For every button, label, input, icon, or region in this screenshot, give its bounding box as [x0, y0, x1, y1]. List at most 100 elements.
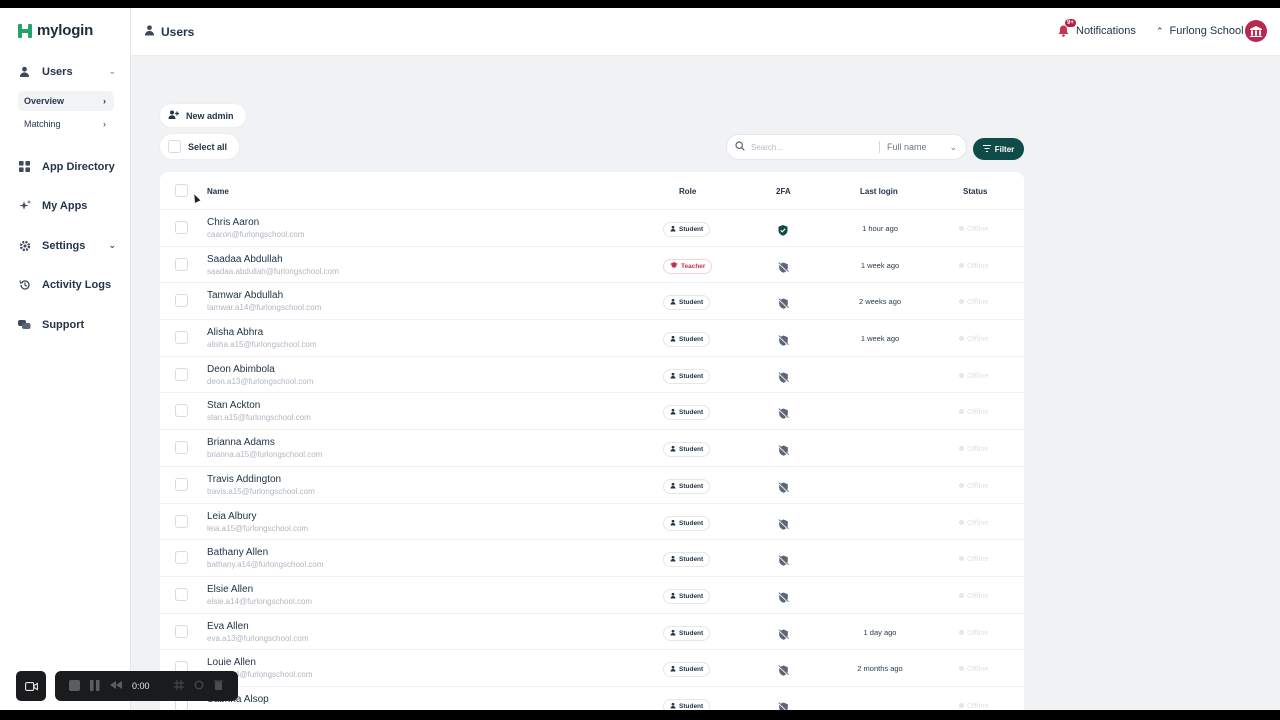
search-icon: [735, 140, 745, 154]
rewind-icon[interactable]: [110, 681, 122, 691]
table-row[interactable]: Sabrina Alsop Student Offline: [160, 687, 1024, 710]
stop-icon[interactable]: [69, 679, 80, 693]
column-header-name[interactable]: Name: [207, 187, 229, 196]
role-badge: Student: [663, 662, 711, 678]
sidebar-subitem-overview[interactable]: Overview ›: [18, 91, 114, 111]
table-row[interactable]: Brianna Adams brianna.a15@furlongschool.…: [160, 430, 1024, 467]
grid-icon[interactable]: [173, 680, 184, 692]
table-row[interactable]: Travis Addington travis.a15@furlongschoo…: [160, 467, 1024, 504]
row-checkbox[interactable]: [175, 477, 188, 491]
user-name[interactable]: Saadaa Abdullah: [207, 253, 283, 265]
table-row[interactable]: Tamwar Abdullah tamwar.a14@furlongschool…: [160, 283, 1024, 321]
search-field-select[interactable]: Full name ⌄: [887, 142, 966, 153]
status-dot: [959, 592, 964, 598]
student-icon: [670, 445, 676, 454]
table-row[interactable]: Deon Abimbola deon.a13@furlongschool.com…: [160, 357, 1024, 394]
select-all-checkbox[interactable]: [168, 140, 181, 153]
table-row[interactable]: Saadaa Abdullah saadaa.abdullah@furlongs…: [160, 247, 1024, 284]
status-badge: Offline: [959, 518, 989, 527]
user-name[interactable]: Stan Ackton: [207, 400, 261, 412]
user-email: tamwar.a14@furlongschool.com: [207, 303, 322, 313]
table-row[interactable]: Louie Allen louie.a14@furlongschool.com …: [160, 650, 1024, 687]
table-row[interactable]: Chris Aaron caaron@furlongschool.com Stu…: [160, 210, 1024, 247]
user-email: leia.a15@furlongschool.com: [207, 523, 309, 533]
last-login: 1 week ago: [860, 260, 900, 270]
search-field-value: Full name: [887, 141, 927, 152]
user-icon: [144, 24, 155, 39]
column-header-last-login[interactable]: Last login: [860, 187, 898, 196]
row-checkbox[interactable]: [175, 331, 188, 345]
restart-icon[interactable]: [194, 680, 204, 692]
chevron-down-icon: ⌄: [108, 66, 116, 76]
table-row[interactable]: Bathany Allen bathany.a14@furlongschool.…: [160, 540, 1024, 577]
student-icon: [670, 519, 676, 528]
status-badge: Offline: [959, 628, 989, 637]
row-checkbox[interactable]: [175, 441, 188, 455]
user-name[interactable]: Bathany Allen: [207, 547, 269, 559]
avatar[interactable]: [1245, 20, 1267, 42]
row-checkbox[interactable]: [175, 624, 188, 638]
row-checkbox[interactable]: [175, 587, 188, 601]
user-name[interactable]: Leia Albury: [207, 510, 257, 522]
user-name[interactable]: Tamwar Abdullah: [207, 290, 284, 302]
school-building-icon: [1250, 25, 1262, 37]
teacher-icon: [670, 262, 678, 270]
user-name[interactable]: Eva Allen: [207, 620, 249, 632]
student-icon: [670, 298, 676, 307]
user-name[interactable]: Travis Addington: [207, 473, 282, 485]
logo[interactable]: mylogin: [18, 22, 93, 39]
user-name[interactable]: Chris Aaron: [207, 217, 260, 228]
table-row[interactable]: Leia Albury leia.a15@furlongschool.com S…: [160, 504, 1024, 541]
status-badge: Offline: [959, 297, 989, 306]
user-name[interactable]: Louie Allen: [207, 657, 256, 669]
sidebar-item-settings[interactable]: Settings ⌄: [18, 239, 118, 252]
row-checkbox[interactable]: [175, 221, 188, 234]
row-checkbox[interactable]: [175, 404, 188, 418]
row-checkbox[interactable]: [175, 294, 188, 308]
notifications-button[interactable]: 9+ Notifications: [1058, 19, 1136, 37]
trash-icon[interactable]: [213, 680, 223, 692]
filter-button[interactable]: Filter: [973, 138, 1024, 160]
school-switcher[interactable]: ⌃ Furlong School: [1156, 25, 1244, 37]
row-checkbox[interactable]: [175, 257, 188, 271]
pause-icon[interactable]: [90, 679, 100, 693]
table-body: Chris Aaron caaron@furlongschool.com Stu…: [160, 210, 1024, 710]
new-admin-button[interactable]: New admin: [160, 104, 246, 127]
sidebar-item-support[interactable]: Support: [18, 318, 118, 331]
sidebar-item-activity-logs[interactable]: Activity Logs: [18, 278, 118, 291]
sidebar-item-users[interactable]: Users ⌄: [18, 65, 118, 78]
status-label: Offline: [967, 664, 989, 674]
logo-text: mylogin: [37, 22, 94, 39]
row-checkbox[interactable]: [175, 367, 188, 381]
user-name[interactable]: Brianna Adams: [207, 437, 275, 449]
status-dot: [959, 262, 964, 268]
status-dot: [959, 702, 964, 708]
school-name: Furlong School: [1169, 25, 1244, 37]
chevron-up-icon: ⌃: [1156, 25, 1164, 36]
user-email: deon.a13@furlongschool.com: [207, 376, 314, 386]
role-badge: Student: [663, 368, 711, 384]
sidebar-item-app-directory[interactable]: App Directory: [18, 160, 118, 173]
sidebar-subitem-matching[interactable]: Matching ›: [18, 114, 114, 134]
user-email: saadaa.abdullah@furlongschool.com: [207, 266, 339, 276]
role-label: Student: [679, 666, 704, 674]
shield-off-icon: [777, 627, 790, 640]
row-checkbox[interactable]: [175, 514, 188, 528]
shield-off-icon: [777, 370, 790, 383]
camera-button[interactable]: [16, 671, 46, 701]
table-row[interactable]: Alisha Abhra alisha.a15@furlongschool.co…: [160, 320, 1024, 357]
user-name[interactable]: Elsie Allen: [207, 583, 254, 595]
table-row[interactable]: Eva Allen eva.a13@furlongschool.com Stud…: [160, 614, 1024, 651]
status-dot: [959, 226, 964, 231]
user-name[interactable]: Alisha Abhra: [207, 327, 264, 339]
table-row[interactable]: Stan Ackton stan.a15@furlongschool.com S…: [160, 393, 1024, 431]
table-row[interactable]: Elsie Allen elsie.a14@furlongschool.com …: [160, 577, 1024, 614]
row-checkbox[interactable]: [175, 551, 188, 565]
select-all-button[interactable]: Select all: [160, 134, 240, 159]
search-input[interactable]: [751, 142, 879, 152]
sidebar-item-my-apps[interactable]: My Apps: [18, 199, 118, 212]
user-name[interactable]: Deon Abimbola: [207, 363, 275, 375]
chat-icon: [18, 318, 31, 331]
user-name[interactable]: Sabrina Alsop: [207, 693, 269, 705]
header-checkbox[interactable]: [175, 184, 188, 197]
